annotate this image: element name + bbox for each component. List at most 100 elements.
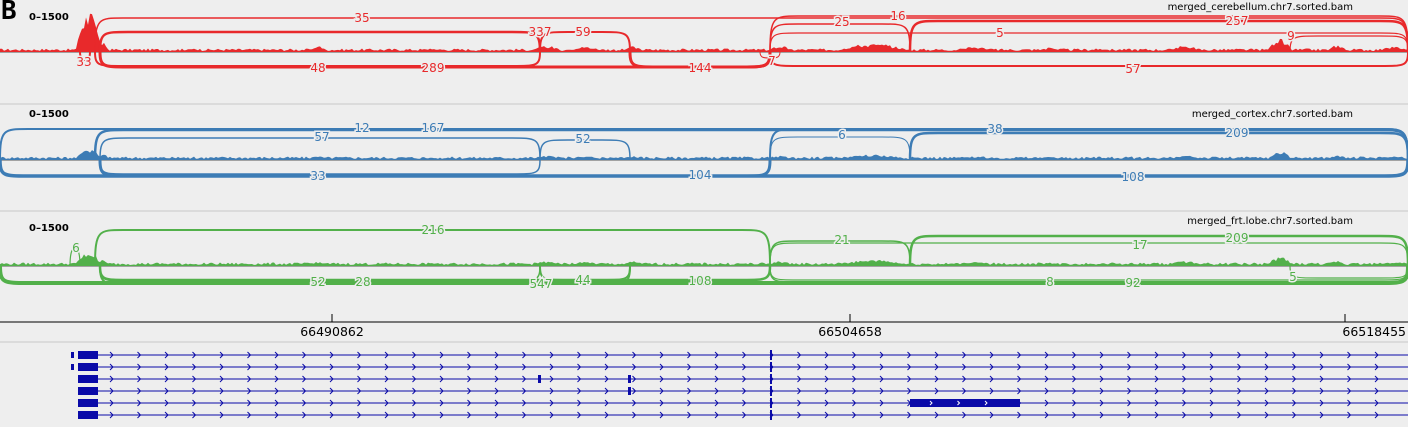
strand-arrow	[1374, 411, 1379, 419]
strand-arrow	[714, 387, 719, 395]
strand-arrow	[109, 411, 114, 419]
strand-arrow	[1127, 351, 1132, 359]
junction-arc	[94, 229, 771, 267]
strand-arrow	[247, 387, 252, 395]
exon-block	[71, 352, 74, 358]
strand-arrow	[1347, 351, 1352, 359]
strand-arrow	[714, 375, 719, 383]
strand-arrow	[577, 387, 582, 395]
track-range-label: 0–1500	[29, 12, 69, 23]
strand-arrow	[852, 387, 857, 395]
strand-arrow	[962, 363, 967, 371]
strand-arrow	[494, 351, 499, 359]
strand-arrow	[1237, 351, 1242, 359]
junction-arc	[908, 234, 1408, 267]
strand-arrow	[549, 411, 554, 419]
exon-block	[538, 375, 541, 383]
strand-arrow	[714, 351, 719, 359]
strand-arrow	[1319, 399, 1324, 407]
strand-arrow	[1127, 363, 1132, 371]
strand-arrow	[1347, 387, 1352, 395]
strand-arrow	[219, 363, 224, 371]
strand-arrow	[1347, 411, 1352, 419]
junction-arc	[539, 139, 631, 161]
strand-arrow	[989, 375, 994, 383]
strand-arrow	[329, 375, 334, 383]
strand-arrow	[879, 375, 884, 383]
coverage-layer	[0, 13, 1408, 266]
strand-arrow	[357, 375, 362, 383]
strand-arrow	[412, 387, 417, 395]
strand-arrow	[219, 375, 224, 383]
strand-arrow	[1264, 351, 1269, 359]
strand-arrow	[137, 363, 142, 371]
strand-arrow	[439, 399, 444, 407]
strand-arrow	[1374, 387, 1379, 395]
strand-arrow	[192, 375, 197, 383]
junction-count-label: 33	[76, 55, 91, 69]
track-range-label: 0–1500	[29, 223, 69, 234]
strand-arrow	[1182, 411, 1187, 419]
strand-arrow	[989, 387, 994, 395]
strand-arrow	[962, 375, 967, 383]
junction-count-label: 289	[422, 61, 445, 75]
junction-arc	[539, 31, 631, 53]
strand-arrow	[1209, 351, 1214, 359]
strand-arrow	[302, 363, 307, 371]
strand-arrow	[1292, 399, 1297, 407]
strand-arrow	[1044, 375, 1049, 383]
strand-arrow	[192, 351, 197, 359]
junction-arc	[908, 131, 1408, 161]
strand-arrow	[1319, 387, 1324, 395]
strand-arrow	[329, 411, 334, 419]
strand-arrow	[384, 375, 389, 383]
strand-arrow	[962, 387, 967, 395]
strand-arrow	[687, 411, 692, 419]
strand-arrow	[577, 351, 582, 359]
strand-arrow	[989, 411, 994, 419]
strand-arrow	[1154, 411, 1159, 419]
strand-arrow	[907, 351, 912, 359]
exon-block	[910, 399, 1020, 407]
strand-arrow	[1182, 363, 1187, 371]
junction-count-label: 6	[838, 128, 846, 142]
strand-arrow	[164, 387, 169, 395]
strand-arrow	[577, 411, 582, 419]
strand-arrow	[742, 399, 747, 407]
strand-arrow	[439, 363, 444, 371]
strand-arrow	[329, 351, 334, 359]
strand-arrow	[137, 399, 142, 407]
strand-arrow	[1182, 387, 1187, 395]
strand-arrow	[412, 411, 417, 419]
strand-arrow	[412, 351, 417, 359]
strand-arrow	[467, 387, 472, 395]
junction-arc	[69, 247, 81, 267]
strand-arrow	[1017, 375, 1022, 383]
strand-arrow	[384, 411, 389, 419]
strand-arrow	[907, 363, 912, 371]
strand-arrow	[632, 387, 637, 395]
strand-arrow	[1044, 411, 1049, 419]
strand-arrow	[549, 387, 554, 395]
strand-arrow	[412, 399, 417, 407]
coverage-histogram	[0, 254, 1408, 266]
strand-arrow	[687, 375, 692, 383]
strand-arrow	[192, 399, 197, 407]
strand-arrow	[1072, 375, 1077, 383]
ruler-tick-label: 66518455	[1342, 324, 1406, 339]
strand-arrow	[164, 351, 169, 359]
junction-count-label: 35	[354, 11, 369, 25]
strand-arrow	[1182, 375, 1187, 383]
strand-arrow	[1292, 351, 1297, 359]
strand-arrow	[439, 387, 444, 395]
strand-arrow	[274, 387, 279, 395]
strand-arrow	[494, 375, 499, 383]
exon-block	[770, 350, 772, 360]
strand-arrow	[1099, 411, 1104, 419]
strand-arrow	[274, 399, 279, 407]
junction-label-layer: 35 337 59 25 16 5 257 9 33 48 289 144 57 7 12 167 57 52 6 3…	[71, 8, 1299, 293]
strand-arrow	[329, 363, 334, 371]
strand-arrow	[852, 411, 857, 419]
strand-arrow	[879, 411, 884, 419]
